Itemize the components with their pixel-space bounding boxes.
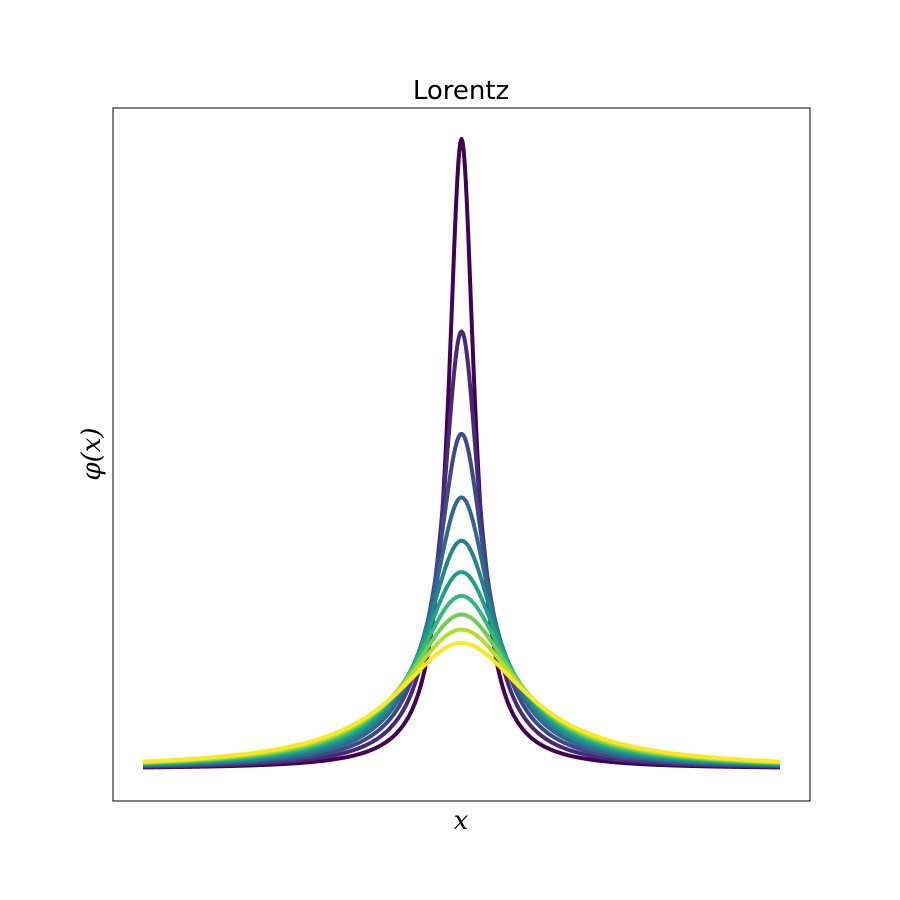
lorentz-curve-10: [142, 641, 781, 764]
chart-title: Lorentz: [413, 76, 509, 106]
lorentz-curve-1: [142, 137, 781, 770]
x-axis-label: x: [454, 806, 469, 836]
plot-frame: [112, 107, 811, 802]
lorentz-curve-7: [142, 593, 781, 766]
y-axis-label: φ(x): [77, 427, 107, 480]
lorentz-curve-3: [142, 431, 781, 769]
lorentz-curve-9: [142, 627, 781, 765]
lorentz-curve-5: [142, 538, 781, 767]
lorentz-curve-8: [142, 612, 781, 765]
curves-group: [142, 137, 781, 770]
lorentz-curve-6: [142, 570, 781, 767]
lorentz-curve-2: [142, 329, 781, 769]
